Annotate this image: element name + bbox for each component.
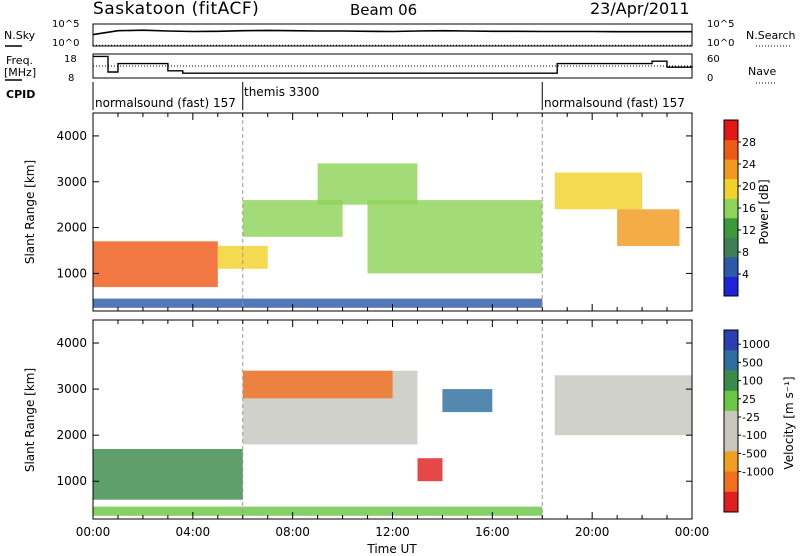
- power-colorbar-bin: [724, 159, 738, 180]
- velocity-colorbar-tick-label: -500: [742, 447, 767, 460]
- velocity-colorbar-bin: [724, 330, 738, 351]
- velocity-echo-region: [242, 370, 393, 399]
- nsky-line: [92, 29, 692, 36]
- frequency-panel-frame: [92, 53, 693, 79]
- velocity-colorbar-tick-label: 500: [742, 356, 763, 369]
- freq-tick-low: 8: [68, 73, 75, 84]
- y-tick-label: 2000: [56, 221, 87, 235]
- velocity-colorbar-tick-label: -100: [742, 429, 767, 442]
- nave-tick-high: 60: [707, 54, 720, 65]
- cpid-segment-label: normalsound (fast) 157: [544, 96, 685, 110]
- power-colorbar-tick-label: 28: [742, 136, 756, 149]
- nave-tick-low: 0: [707, 73, 714, 84]
- cpid-label: CPID: [6, 88, 36, 101]
- nsearch-tick-low: 10^0: [707, 38, 735, 49]
- cpid-segment-label: normalsound (fast) 157: [95, 96, 236, 110]
- cpid-segment-label: themis 3300: [244, 85, 320, 99]
- date-title: 23/Apr/2011: [590, 0, 690, 18]
- nsearch-tick-high: 10^5: [707, 19, 735, 30]
- power-echo-region: [554, 172, 643, 210]
- x-tick-label: 00:00: [76, 525, 111, 539]
- power-echo-region: [617, 209, 680, 246]
- velocity-colorbar-bin: [724, 370, 738, 392]
- velocity-colorbar-bin: [724, 350, 738, 371]
- beam-title: Beam 06: [350, 1, 418, 19]
- velocity-echo-region: [554, 375, 692, 436]
- nsky-tick-high: 10^5: [52, 19, 80, 30]
- power-colorbar-tick-label: 4: [742, 268, 749, 281]
- power-colorbar-bin: [724, 256, 738, 277]
- time-xlabel: Time UT: [367, 542, 417, 556]
- power-colorbar-bin: [724, 217, 738, 238]
- station-title: Saskatoon (fitACF): [93, 0, 260, 19]
- power-panel-data: [93, 163, 680, 308]
- power-colorbar-tick-label: 8: [742, 246, 749, 259]
- x-tick-label: 12:00: [375, 525, 410, 539]
- x-tick-label: 08:00: [275, 525, 310, 539]
- power-echo-region: [93, 298, 543, 308]
- y-tick-label: 3000: [56, 175, 87, 189]
- power-colorbar-tick-label: 16: [742, 202, 756, 215]
- velocity-colorbar-tick-label: 25: [742, 393, 756, 406]
- velocity-echo-region: [93, 449, 243, 500]
- freq-unit-label: [MHz]: [4, 66, 37, 79]
- velocity-colorbar-tick-label: 1000: [742, 338, 770, 351]
- power-colorbar-bin: [724, 237, 738, 258]
- power-colorbar-tick-label: 20: [742, 180, 756, 193]
- velocity-colorbar-bin: [724, 491, 738, 513]
- freq-tick-high: 18: [64, 54, 77, 65]
- velocity-echo-region: [442, 389, 493, 413]
- noise-panel-frame: [92, 23, 693, 47]
- velocity-echo-region: [93, 506, 543, 516]
- velocity-colorbar-bin: [724, 451, 738, 472]
- power-colorbar-tick-label: 24: [742, 158, 756, 171]
- velocity-colorbar-tick-label: -25: [742, 411, 760, 424]
- freq-label: Freq.: [6, 54, 34, 67]
- y-tick-label: 4000: [56, 336, 87, 350]
- y-tick-label: 1000: [56, 266, 87, 280]
- power-colorbar-bin: [724, 276, 738, 297]
- x-tick-label: 16:00: [475, 525, 510, 539]
- x-tick-label: 04:00: [176, 525, 211, 539]
- power-colorbar-bin: [724, 139, 738, 160]
- velocity-colorbar-frame: [723, 329, 739, 513]
- velocity-colorbar-bin: [724, 410, 738, 432]
- power-echo-region: [93, 241, 218, 288]
- power-colorbar-bin: [724, 120, 738, 141]
- power-echo-region: [367, 200, 543, 274]
- power-echo-region: [317, 163, 418, 205]
- power-echo-region: [217, 245, 268, 269]
- power-echo-region: [242, 200, 343, 237]
- nsky-tick-low: 10^0: [52, 38, 80, 49]
- y-tick-label: 2000: [56, 428, 87, 442]
- velocity-colorbar-tick-label: 100: [742, 375, 763, 388]
- velocity-panel-data: [93, 370, 692, 516]
- velocity-echo-region: [417, 458, 443, 482]
- velocity-colorbar-bin: [724, 390, 738, 412]
- velocity-colorbar-bin: [724, 431, 738, 452]
- x-tick-label: 20:00: [575, 525, 610, 539]
- y-tick-label: 3000: [56, 382, 87, 396]
- nsky-label: N.Sky: [4, 29, 36, 42]
- power-colorbar-bin: [724, 178, 738, 199]
- velocity-colorbar-bin: [724, 471, 738, 493]
- nave-label: Nave: [748, 65, 777, 78]
- y-tick-label: 4000: [56, 129, 87, 143]
- velocity-colorbar-tick-label: -1000: [742, 466, 774, 479]
- frequency-line: [93, 55, 693, 74]
- power-colorbar-tick-label: 12: [742, 224, 756, 237]
- x-tick-label: 00:00: [675, 525, 710, 539]
- y-tick-label: 1000: [56, 474, 87, 488]
- nsearch-label: N.Search: [746, 29, 796, 42]
- power-colorbar-bin: [724, 198, 738, 219]
